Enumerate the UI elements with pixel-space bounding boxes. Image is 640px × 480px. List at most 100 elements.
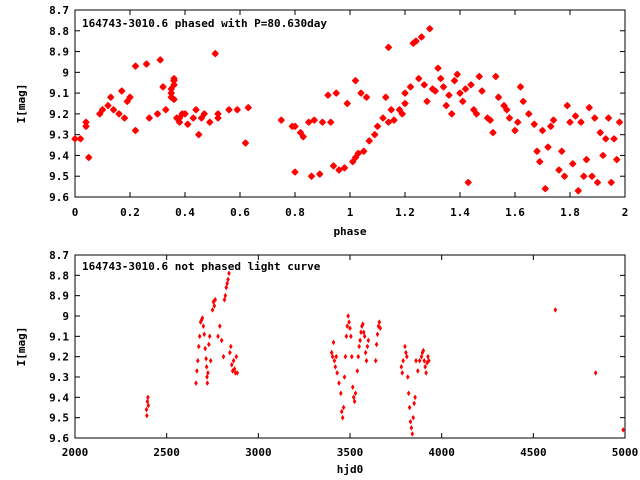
data-point — [221, 353, 226, 360]
data-point — [519, 97, 527, 106]
y-tick-label: 8.9 — [49, 290, 69, 303]
data-point — [376, 323, 381, 329]
data-point — [427, 357, 431, 364]
data-point — [585, 103, 593, 112]
x-axis-label: phase — [333, 225, 366, 238]
data-point — [153, 110, 162, 118]
data-point — [437, 74, 445, 83]
data-point — [335, 166, 343, 174]
data-point — [505, 114, 514, 122]
data-point — [456, 89, 464, 97]
data-point — [467, 81, 475, 89]
data-point — [563, 101, 571, 110]
data-point — [411, 414, 416, 421]
data-point — [131, 62, 140, 70]
x-tick-label: 1.6 — [505, 206, 525, 219]
data-point — [355, 368, 360, 374]
y-tick-label: 9.3 — [49, 371, 69, 384]
data-point — [414, 357, 418, 364]
data-point — [420, 81, 428, 89]
data-point — [591, 114, 599, 122]
data-point — [71, 135, 79, 143]
data-point — [486, 116, 494, 124]
data-point — [340, 164, 349, 172]
data-point — [366, 337, 371, 344]
x-axis-label: hjd0 — [337, 463, 364, 476]
data-point — [142, 60, 151, 68]
data-point — [342, 374, 347, 380]
data-point — [357, 89, 365, 97]
data-point — [207, 333, 212, 340]
data-point — [353, 390, 358, 397]
data-point — [475, 72, 483, 81]
data-point — [422, 357, 427, 364]
data-point — [593, 370, 598, 376]
data-point — [200, 110, 208, 118]
data-point — [450, 76, 459, 85]
data-point — [208, 357, 213, 364]
y-tick-label: 9.3 — [49, 129, 69, 142]
data-point — [577, 118, 585, 126]
data-point — [337, 380, 341, 386]
data-point — [607, 178, 615, 187]
data-point — [409, 425, 414, 431]
data-point — [511, 126, 519, 135]
data-point — [431, 87, 439, 95]
data-point — [98, 105, 107, 114]
data-point — [404, 349, 408, 356]
data-point — [384, 43, 393, 52]
chart-title: 164743-3010.6 phased with P=80.630day — [82, 17, 327, 30]
data-point — [416, 368, 420, 374]
data-point — [361, 329, 366, 336]
data-point — [378, 325, 383, 331]
data-point — [332, 357, 337, 364]
data-point — [403, 343, 407, 350]
data-point — [109, 105, 118, 114]
data-point — [233, 370, 238, 376]
data-point — [85, 153, 93, 162]
data-point — [371, 130, 379, 139]
data-point — [399, 364, 404, 370]
data-point — [145, 114, 153, 122]
data-point — [210, 307, 215, 313]
data-point — [489, 128, 497, 137]
data-point — [181, 110, 189, 118]
data-point — [530, 120, 538, 129]
data-point — [207, 341, 211, 348]
y-axis-label: I[mag] — [15, 327, 28, 367]
x-tick-label: 1 — [347, 206, 354, 219]
x-tick-label: 4000 — [428, 446, 455, 459]
x-tick-label: 4500 — [520, 446, 547, 459]
data-point — [341, 404, 346, 411]
data-point — [206, 370, 210, 376]
data-point — [412, 400, 416, 407]
data-point — [199, 317, 204, 323]
y-tick-label: 9.6 — [49, 191, 69, 204]
data-point — [434, 64, 442, 72]
data-point — [375, 331, 380, 338]
x-tick-label: 1.8 — [560, 206, 580, 219]
data-point — [360, 147, 368, 156]
data-point — [453, 70, 461, 79]
data-point — [621, 427, 625, 433]
data-point — [330, 353, 335, 360]
data-point — [223, 292, 228, 299]
data-point — [516, 83, 525, 91]
data-point — [582, 155, 591, 164]
plot-frame — [74, 254, 626, 439]
data-point — [459, 97, 467, 106]
data-point — [227, 270, 231, 277]
data-point — [361, 321, 365, 327]
data-point — [420, 349, 425, 356]
data-point — [478, 87, 486, 95]
y-tick-label: 9.5 — [49, 170, 69, 183]
data-point — [615, 118, 624, 126]
data-point — [610, 135, 618, 143]
data-point — [219, 337, 224, 344]
data-point — [346, 313, 350, 319]
data-point — [410, 431, 415, 437]
data-point — [205, 380, 210, 386]
data-point — [211, 49, 219, 58]
data-point — [365, 137, 373, 145]
data-point — [602, 135, 610, 143]
